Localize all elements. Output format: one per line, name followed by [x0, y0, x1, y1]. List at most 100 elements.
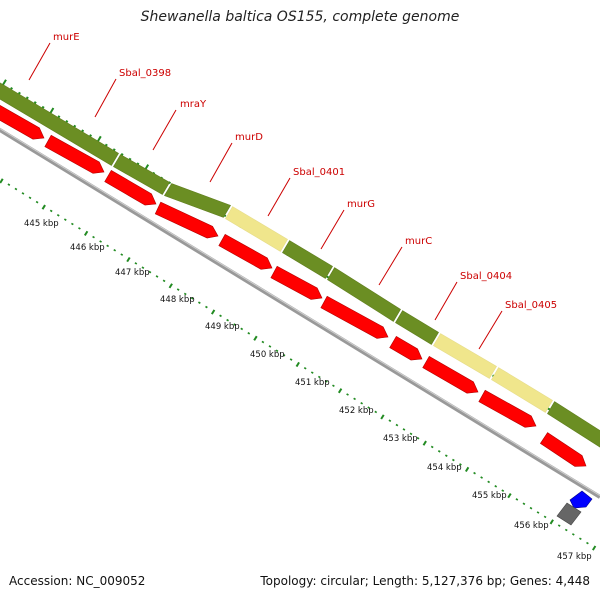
red-cds-arrow[interactable]	[154, 201, 219, 239]
scale-tick	[92, 235, 95, 239]
red-cds-arrow[interactable]	[320, 295, 389, 339]
olive-gene-segment[interactable]	[547, 401, 600, 448]
gene-label-leader	[267, 177, 291, 217]
scale-tick	[346, 393, 349, 396]
red-cds-arrow[interactable]	[44, 134, 105, 174]
gene-label[interactable]: murE	[53, 32, 80, 43]
red-cds-arrow[interactable]	[422, 355, 479, 394]
scale-tick	[591, 545, 597, 551]
scale-tick	[571, 533, 575, 536]
scale-tick	[395, 423, 399, 427]
scale-tick	[28, 196, 32, 200]
red-cds-arrow[interactable]	[270, 265, 323, 300]
kbp-tick-label: 453 kbp	[383, 434, 418, 444]
scale-tick	[148, 270, 152, 274]
scale-tick	[324, 380, 328, 383]
scale-tick	[586, 541, 589, 545]
scale-tick	[543, 515, 547, 519]
scale-tick	[332, 384, 335, 388]
outer-tick	[547, 407, 551, 411]
red-cds-arrow[interactable]	[389, 335, 423, 361]
scale-tick	[380, 414, 385, 420]
scale-tick	[126, 256, 131, 263]
accession-text: Accession: NC_009052	[9, 574, 146, 588]
gene-label[interactable]: Sbal_0401	[293, 167, 345, 178]
kbp-tick-label: 455 kbp	[472, 491, 507, 501]
scale-tick	[549, 519, 554, 525]
scale-tick	[409, 432, 413, 436]
gene-label[interactable]: Sbal_0405	[505, 300, 557, 311]
outer-tick	[57, 115, 61, 119]
kbp-tick-label: 447 kbp	[115, 268, 150, 278]
scale-tick	[430, 445, 434, 449]
kbp-tick-label: 457 kbp	[557, 552, 592, 562]
scale-tick	[268, 345, 272, 348]
scale-tick	[253, 335, 258, 341]
gene-label[interactable]: Sbal_0404	[460, 271, 512, 282]
scale-tick	[473, 471, 476, 475]
olive-gene-segment[interactable]	[0, 82, 119, 166]
scale-tick	[289, 358, 293, 361]
scale-tick	[388, 419, 392, 423]
red-cds-arrow[interactable]	[218, 233, 273, 270]
scale-tick	[295, 361, 300, 368]
red-cds-arrow[interactable]	[0, 104, 45, 140]
scale-tick	[219, 314, 222, 318]
scale-tick	[83, 230, 89, 236]
red-cds-arrow[interactable]	[478, 389, 537, 428]
genome-backbone-highlight	[0, 128, 600, 497]
red-cds-arrow[interactable]	[104, 169, 157, 206]
gene-label[interactable]: murG	[347, 199, 375, 210]
gene-label-leader	[152, 109, 177, 151]
gene-label[interactable]: murD	[235, 132, 263, 143]
scale-tick	[444, 454, 448, 457]
olive-gene-segment[interactable]	[433, 333, 497, 379]
olive-gene-segment[interactable]	[282, 240, 333, 279]
scale-tick	[176, 288, 180, 291]
scale-tick	[0, 178, 4, 184]
blue-feature[interactable]	[569, 490, 593, 509]
red-cds-arrow[interactable]	[539, 432, 587, 467]
gray-feature[interactable]	[556, 502, 582, 526]
scale-tick	[459, 463, 462, 466]
scale-tick	[197, 301, 201, 304]
scale-tick	[494, 484, 498, 488]
scale-tick	[162, 279, 166, 283]
scale-tick	[310, 371, 314, 374]
olive-gene-segment[interactable]	[113, 154, 170, 195]
gene-label-leader	[434, 281, 458, 321]
scale-tick	[35, 200, 39, 204]
scale-tick	[247, 332, 251, 335]
scale-tick	[437, 450, 441, 453]
scale-tick	[480, 476, 483, 479]
scale-tick	[282, 353, 286, 357]
outer-tick	[10, 86, 13, 90]
gene-label-leader	[478, 310, 503, 350]
gene-label[interactable]: murC	[405, 236, 432, 247]
scale-tick	[487, 480, 491, 484]
genome-backbone	[0, 127, 600, 499]
olive-gene-segment[interactable]	[395, 310, 439, 345]
scale-tick	[21, 192, 25, 195]
outer-tick	[65, 119, 69, 123]
gene-label[interactable]: Sbal_0398	[119, 68, 171, 79]
olive-gene-segment[interactable]	[491, 367, 553, 413]
outer-tick	[326, 275, 330, 279]
scale-tick	[168, 283, 173, 289]
kbp-tick-label: 456 kbp	[514, 521, 549, 531]
kbp-tick-label: 449 kbp	[205, 322, 240, 332]
outer-tick	[81, 129, 85, 133]
outer-tick	[33, 101, 37, 104]
olive-gene-segment[interactable]	[225, 206, 288, 252]
gene-label[interactable]: mraY	[180, 99, 207, 110]
scale-tick	[226, 318, 229, 322]
scale-tick	[210, 309, 216, 315]
outer-tick	[104, 143, 108, 147]
olive-gene-segment[interactable]	[327, 267, 401, 322]
outer-tick	[223, 214, 227, 218]
scale-tick	[63, 218, 67, 221]
gene-label-leader	[28, 42, 51, 81]
scale-tick	[49, 209, 53, 213]
olive-gene-segment[interactable]	[164, 183, 231, 218]
